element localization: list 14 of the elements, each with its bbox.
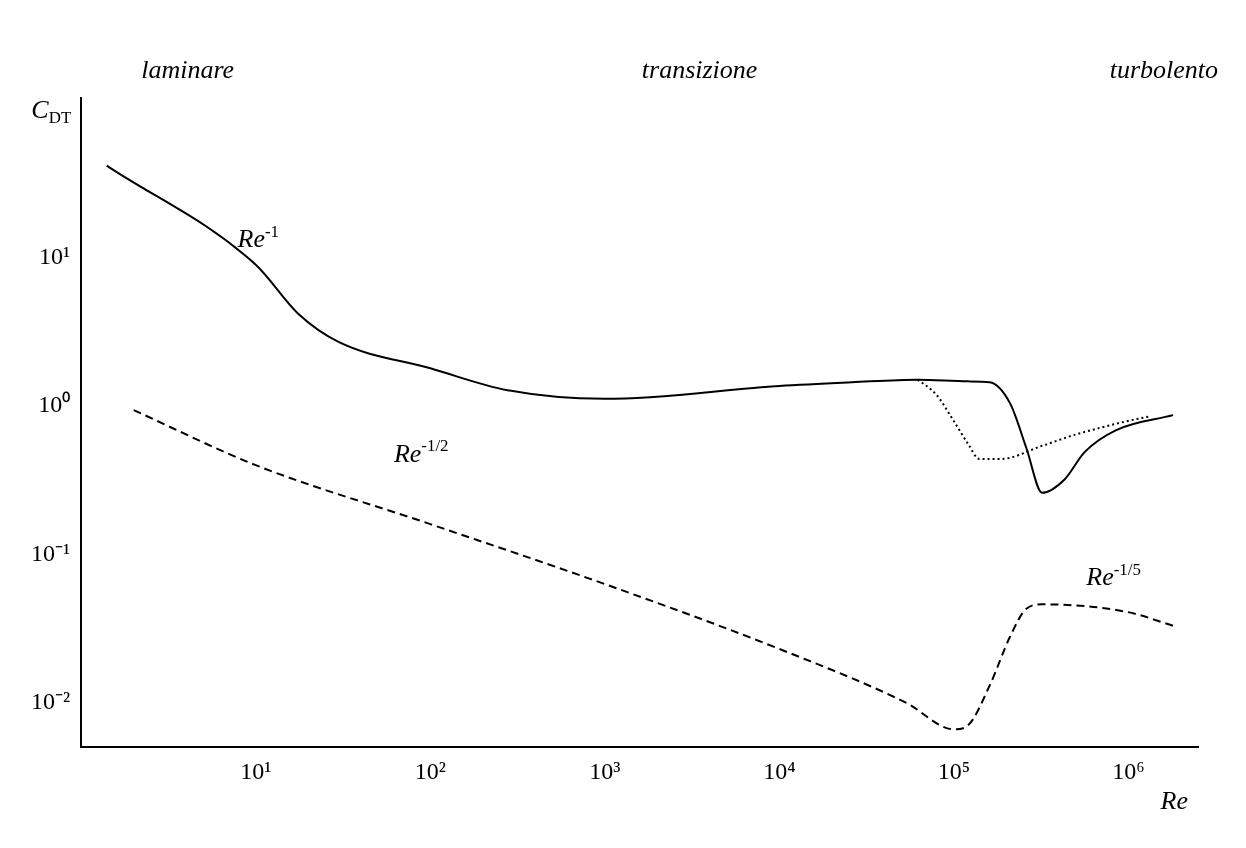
- text: laminare: [141, 55, 235, 84]
- y-tick-label: 10¹: [38, 243, 71, 270]
- text: turbolento: [1109, 55, 1219, 84]
- x-tick-label: 10⁶: [1112, 757, 1145, 784]
- x-tick-label: 10⁵: [937, 757, 971, 784]
- x-tick-label: 10⁴: [763, 757, 796, 784]
- text: transizione: [641, 55, 758, 84]
- x-tick-label: 10²: [414, 757, 446, 784]
- y-tick-label: 10⁰: [38, 391, 71, 418]
- y-tick-label: 10⁻²: [30, 687, 71, 714]
- y-tick-label: 10⁻¹: [30, 539, 71, 566]
- x-tick-label: 10¹: [240, 757, 272, 784]
- x-tick-label: 10³: [589, 757, 621, 784]
- x-axis-title: Re: [1159, 786, 1188, 816]
